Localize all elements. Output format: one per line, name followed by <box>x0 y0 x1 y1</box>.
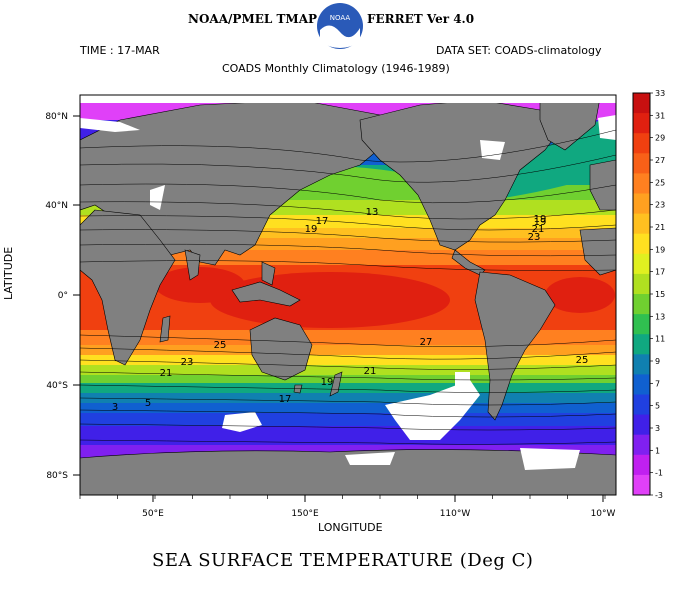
colorbar-swatch <box>633 294 650 315</box>
contour-label: 3 <box>112 402 118 413</box>
x-axis-label: LONGITUDE <box>318 521 383 534</box>
y-tick-label: 80°N <box>45 112 68 122</box>
contour-label: 19 <box>534 214 547 225</box>
colorbar-label: 29 <box>655 134 665 143</box>
contour-label: 23 <box>528 232 541 243</box>
colorbar-label: 9 <box>655 357 660 366</box>
y-tick-label: 80°S <box>46 471 68 481</box>
y-tick-label: 0° <box>58 291 68 301</box>
y-tick-label: 40°S <box>46 381 68 391</box>
colorbar-label: 11 <box>655 335 665 344</box>
contour-label: 13 <box>366 207 379 218</box>
logo-text: NOAA <box>330 14 351 22</box>
colorbar-label: 5 <box>655 402 660 411</box>
colorbar-swatch <box>633 394 650 416</box>
time-label: TIME : 17-MAR <box>80 44 160 57</box>
colorbar-swatch <box>633 414 650 436</box>
colorbar-label: 3 <box>655 424 660 433</box>
contour-label: 19 <box>305 224 318 235</box>
contour-label: 25 <box>214 340 227 351</box>
colorbar-label: 23 <box>655 201 665 210</box>
colorbar-swatch <box>633 173 650 194</box>
colorbar-swatch <box>633 314 650 335</box>
colorbar-label: 7 <box>655 379 660 388</box>
colorbar-label: 25 <box>655 178 665 187</box>
dataset-label: DATA SET: COADS-climatology <box>436 44 602 57</box>
colorbar-swatch <box>633 113 650 134</box>
contour-label: 19 <box>534 217 547 228</box>
contour-label: 25 <box>576 355 589 366</box>
colorbar-swatch <box>633 474 650 496</box>
colorbar-label: 31 <box>655 111 665 120</box>
colorbar-label: 27 <box>655 156 665 165</box>
noaa-logo: NOAA <box>316 2 364 50</box>
contour-label: 5 <box>145 398 151 409</box>
colorbar-swatch <box>633 153 650 174</box>
colorbar-swatch <box>633 193 650 215</box>
colorbar-swatch <box>633 273 650 295</box>
chart-title: SEA SURFACE TEMPERATURE (Deg C) <box>152 550 534 571</box>
y-axis-label: LATITUDE <box>2 246 15 300</box>
colorbar-swatch <box>633 454 650 476</box>
colorbar-label: -1 <box>655 469 663 478</box>
chart-subtitle: COADS Monthly Climatology (1946-1989) <box>222 62 450 75</box>
colorbar-swatch <box>633 233 650 255</box>
colorbar-swatch <box>633 354 650 375</box>
banner-right: FERRET Ver 4.0 <box>367 12 475 26</box>
colorbar-label: 13 <box>655 312 665 321</box>
contour-label: 21 <box>532 224 545 235</box>
colorbar-swatch <box>633 93 650 114</box>
contour-label: 21 <box>364 366 377 377</box>
contour-label: 23 <box>181 357 194 368</box>
colorbar-label: 17 <box>655 268 665 277</box>
colorbar-label: -3 <box>655 491 663 500</box>
contour-label: 17 <box>279 394 292 405</box>
banner-left: NOAA/PMEL TMAP <box>188 12 318 26</box>
x-tick-label: 150°E <box>291 509 319 519</box>
sst-map <box>80 95 616 495</box>
colorbar-swatch <box>633 253 650 275</box>
contour-label: 17 <box>316 216 329 227</box>
colorbar-swatch <box>633 213 650 235</box>
x-tick-label: 110°W <box>440 509 471 519</box>
colorbar-label: 19 <box>655 245 665 254</box>
colorbar-swatch <box>633 434 650 456</box>
x-axis-ticks: 50°E 150°E 110°W 10°W <box>79 495 616 519</box>
contour-label: 27 <box>420 337 433 348</box>
contour-label: 19 <box>321 377 334 388</box>
x-tick-label: 10°W <box>591 509 616 519</box>
y-axis-ticks: 80°N 40°N 0° 40°S 80°S <box>45 112 80 481</box>
y-tick-label: 40°N <box>45 201 68 211</box>
x-tick-label: 50°E <box>142 509 164 519</box>
colorbar-swatch <box>633 133 650 154</box>
colorbar-swatch <box>633 334 650 355</box>
colorbar-label: 15 <box>655 290 665 299</box>
colorbar-label: 21 <box>655 223 665 232</box>
colorbar-swatch <box>633 374 650 395</box>
colorbar-label: 33 <box>655 89 665 98</box>
colorbar-label: 1 <box>655 446 660 455</box>
contour-label: 21 <box>160 368 173 379</box>
